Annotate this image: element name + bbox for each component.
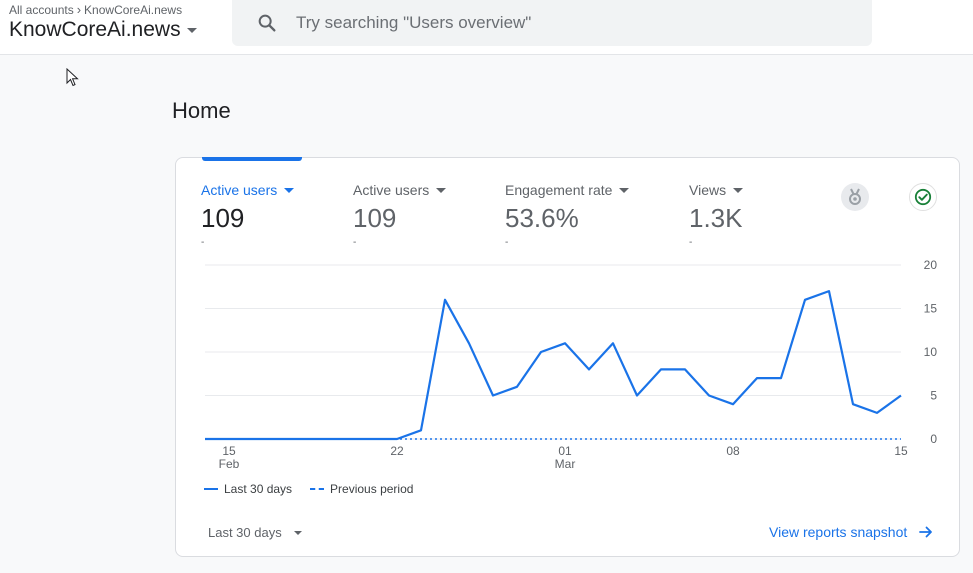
y-tick-label: 10 <box>924 345 938 359</box>
metric-value: 53.6% <box>505 203 579 233</box>
mouse-pointer-icon <box>66 68 79 87</box>
y-tick-label: 15 <box>924 302 938 316</box>
medal-icon <box>849 188 861 205</box>
chevron-right-icon: › <box>76 2 82 17</box>
x-tick-label: 15 <box>894 444 908 458</box>
caret-down-icon <box>733 187 744 193</box>
x-tick-label: 08 <box>726 444 740 458</box>
view-reports-snapshot-link[interactable]: View reports snapshot <box>769 524 933 540</box>
x-tick-label: 15 <box>222 444 236 458</box>
metric-label: Active users <box>353 182 493 198</box>
metric-delta: - <box>353 237 357 248</box>
chart-legend: Last 30 days Previous period <box>204 482 431 496</box>
y-tick-label: 0 <box>930 432 937 446</box>
selected-tab-indicator <box>202 157 302 161</box>
legend-swatch-dashed <box>310 488 325 490</box>
search-icon <box>258 14 276 32</box>
metric-delta: - <box>201 237 205 248</box>
metric-label: Active users <box>201 182 341 198</box>
search-input[interactable] <box>294 9 858 37</box>
metric-value: 109 <box>201 203 245 233</box>
account-title: KnowCoreAi.news <box>9 18 181 41</box>
snapshot-link-label: View reports snapshot <box>769 524 908 540</box>
metric-delta: - <box>505 237 509 248</box>
metric-tab-active-users-2[interactable]: Active users 109 - <box>353 182 493 248</box>
page-title: Home <box>172 98 231 123</box>
caret-down-icon <box>284 187 295 193</box>
x-tick-sublabel: Mar <box>555 457 576 471</box>
arrow-right-icon <box>919 526 933 538</box>
metric-tab-views[interactable]: Views 1.3K - <box>689 182 829 248</box>
account-selector[interactable]: KnowCoreAi.news <box>9 18 197 42</box>
breadcrumb: All accounts › KnowCoreAi.news <box>9 2 182 17</box>
metric-value: 1.3K <box>689 203 743 233</box>
search-bar[interactable] <box>232 0 872 46</box>
last-30-days-line <box>205 289 902 441</box>
metric-tab-active-users[interactable]: Active users 109 - <box>201 182 341 248</box>
caret-down-icon <box>619 187 630 193</box>
x-tick-sublabel: Feb <box>219 457 240 471</box>
breadcrumb-root-link[interactable]: All accounts <box>9 3 74 17</box>
date-range-dropdown[interactable]: Last 30 days <box>196 519 314 546</box>
x-tick-label: 01 <box>558 444 572 458</box>
legend-label-current: Last 30 days <box>224 482 293 496</box>
metric-tab-engagement-rate[interactable]: Engagement rate 53.6% - <box>505 182 645 248</box>
legend-item-current: Last 30 days <box>204 482 292 496</box>
overview-card: Active users 109 - Active users 109 - En… <box>175 157 960 557</box>
y-tick-label: 5 <box>930 389 937 403</box>
status-check-button[interactable] <box>909 183 937 211</box>
caret-down-icon <box>293 530 302 535</box>
breadcrumb-current[interactable]: KnowCoreAi.news <box>84 3 183 17</box>
top-bar: All accounts › KnowCoreAi.news KnowCoreAi.… <box>0 0 973 55</box>
legend-label-previous: Previous period <box>330 482 414 496</box>
metric-delta: - <box>689 237 693 248</box>
date-range-label: Last 30 days <box>208 525 282 540</box>
legend-item-previous: Previous period <box>310 482 413 496</box>
caret-down-icon <box>186 27 197 33</box>
metric-value: 109 <box>353 203 397 233</box>
check-circle-icon <box>914 188 932 206</box>
legend-swatch-solid <box>204 488 218 490</box>
x-tick-label: 22 <box>390 444 404 458</box>
insights-button[interactable] <box>841 183 869 211</box>
caret-down-icon <box>436 187 447 193</box>
metric-label: Views <box>689 182 829 198</box>
y-tick-label: 20 <box>924 258 938 272</box>
metric-label: Engagement rate <box>505 182 645 198</box>
